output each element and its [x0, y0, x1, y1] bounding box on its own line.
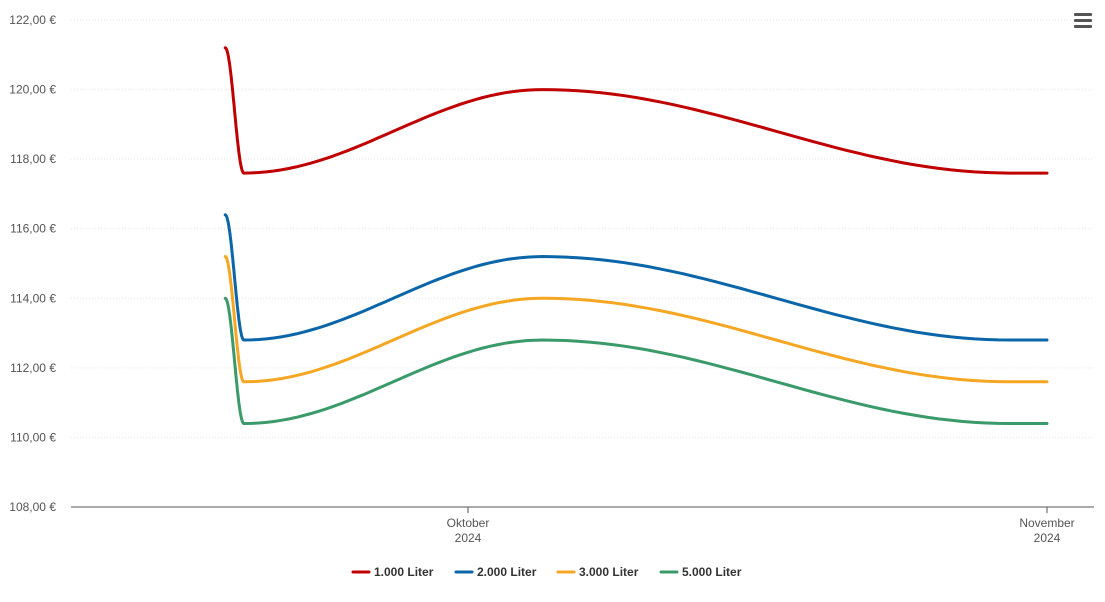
- x-tick-label: Oktober: [447, 516, 490, 530]
- series-line-2[interactable]: [223, 213, 1049, 342]
- series-line-1[interactable]: [223, 46, 1049, 175]
- series-group: [223, 46, 1049, 425]
- y-tick-label: 112,00 €: [10, 361, 56, 375]
- y-tick-label: 108,00 €: [9, 500, 56, 514]
- legend-item[interactable]: 3.000 Liter: [579, 565, 639, 579]
- y-tick-label: 118,00 €: [10, 152, 56, 166]
- hamburger-menu-icon[interactable]: [1073, 13, 1093, 31]
- grid-lines: [71, 19, 1094, 438]
- y-tick-label: 110,00 €: [10, 430, 56, 444]
- x-tick-label-year: 2024: [455, 531, 482, 545]
- series-line-3[interactable]: [223, 255, 1049, 384]
- x-tick-label-year: 2024: [1034, 531, 1061, 545]
- legend-item[interactable]: 2.000 Liter: [477, 565, 537, 579]
- y-tick-label: 114,00 €: [10, 291, 56, 305]
- y-tick-label: 120,00 €: [9, 83, 56, 97]
- legend-item[interactable]: 1.000 Liter: [374, 565, 434, 579]
- x-tick-label: November: [1019, 516, 1074, 530]
- legend: 1.000 Liter 2.000 Liter 3.000 Liter 5.000 L…: [351, 565, 742, 579]
- series-line-4[interactable]: [223, 296, 1049, 425]
- y-axis: 122,00 € 120,00 € 118,00 € 116,00 € 114,00 €…: [9, 13, 56, 514]
- y-tick-label: 116,00 €: [10, 222, 56, 236]
- legend-item[interactable]: 5.000 Liter: [682, 565, 742, 579]
- y-tick-label: 122,00 €: [9, 13, 56, 27]
